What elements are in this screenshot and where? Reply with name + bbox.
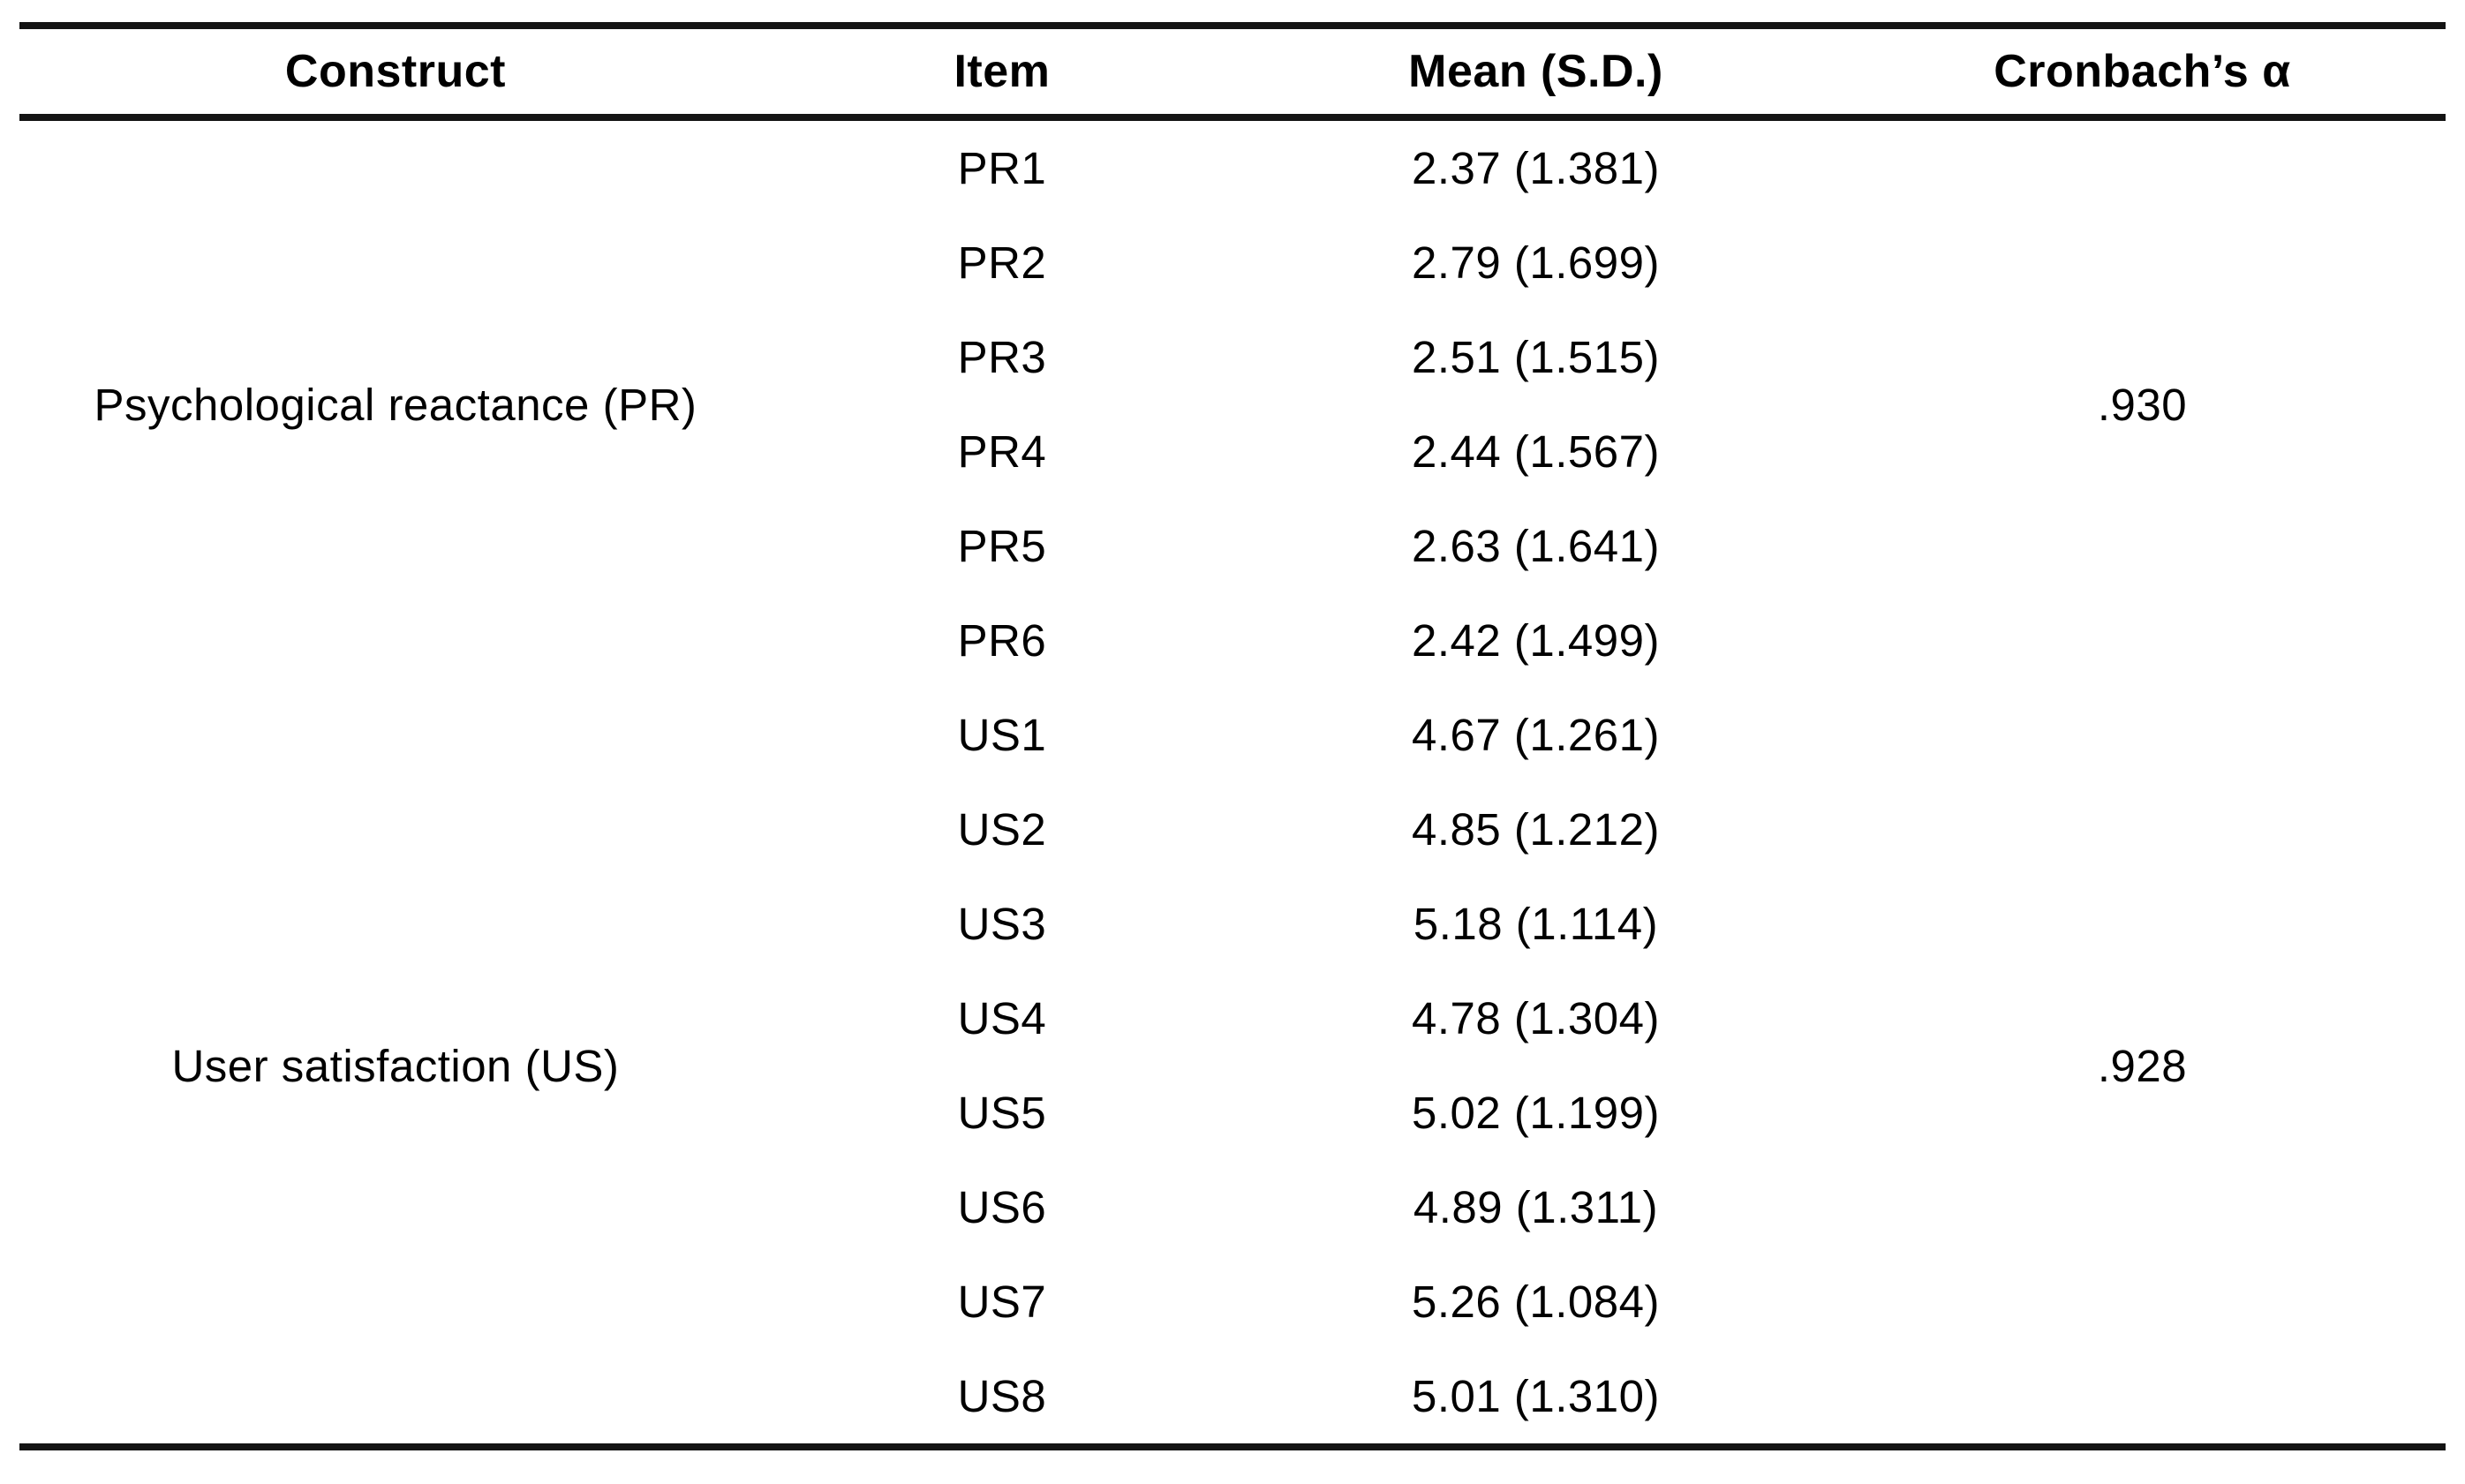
mean-sd-cell: 2.42 (1.499) — [1411, 615, 1660, 666]
cronbach-alpha-cell: .928 — [2097, 1040, 2188, 1091]
mean-sd-cell: 4.67 (1.261) — [1411, 710, 1660, 760]
table-row: PR4 2.44 (1.567) — [19, 404, 2446, 499]
table-row: User satisfaction (US) US1 4.67 (1.261) … — [19, 688, 2446, 1091]
header-row: Construct Item Mean (S.D.) Cronbach’s α — [19, 26, 2446, 121]
mean-sd-cell: 4.78 (1.304) — [1411, 993, 1660, 1043]
item-cell: US8 — [957, 1371, 1047, 1421]
item-cell: US3 — [957, 899, 1047, 949]
col-header-mean-sd: Mean (S.D.) — [1232, 26, 1839, 121]
table-row: US6 4.89 (1.311) — [19, 1160, 2446, 1254]
construct-cell: Psychological reactance (PR) — [94, 379, 697, 430]
item-cell: PR6 — [957, 615, 1047, 666]
table-row: US8 5.01 (1.310) — [19, 1349, 2446, 1447]
table-row: US2 4.85 (1.212) — [19, 782, 2446, 877]
mean-sd-cell: 2.51 (1.515) — [1411, 332, 1660, 382]
table-row: US4 4.78 (1.304) — [19, 971, 2446, 1066]
item-cell: US7 — [957, 1277, 1047, 1327]
item-cell: PR1 — [957, 143, 1047, 193]
table-row: US3 5.18 (1.114) — [19, 877, 2446, 971]
item-cell: PR3 — [957, 332, 1047, 382]
mean-sd-cell: 5.02 (1.199) — [1411, 1088, 1660, 1138]
item-cell: PR4 — [957, 426, 1047, 477]
table-row: US5 5.02 (1.199) — [19, 1066, 2446, 1160]
table-row: PR3 2.51 (1.515) — [19, 310, 2446, 404]
item-cell: US2 — [957, 804, 1047, 855]
mean-sd-cell: 5.01 (1.310) — [1411, 1371, 1660, 1421]
mean-sd-cell: 4.85 (1.212) — [1411, 804, 1660, 855]
mean-sd-cell: 2.63 (1.641) — [1411, 521, 1660, 571]
item-cell: US4 — [957, 993, 1047, 1043]
item-cell: US5 — [957, 1088, 1047, 1138]
reliability-table: Construct Item Mean (S.D.) Cronbach’s α … — [19, 22, 2446, 1450]
mean-sd-cell: 5.26 (1.084) — [1411, 1277, 1660, 1327]
table-row: PR5 2.63 (1.641) — [19, 499, 2446, 593]
item-cell: PR2 — [957, 237, 1047, 288]
table-row: Psychological reactance (PR) PR1 2.37 (1… — [19, 117, 2446, 430]
mean-sd-cell: 2.44 (1.567) — [1411, 426, 1660, 477]
table-row: PR2 2.79 (1.699) — [19, 215, 2446, 310]
mean-sd-cell: 5.18 (1.114) — [1413, 899, 1659, 949]
item-cell: US6 — [957, 1182, 1047, 1232]
mean-sd-cell: 2.37 (1.381) — [1411, 143, 1660, 193]
table-row: US7 5.26 (1.084) — [19, 1254, 2446, 1349]
construct-cell: User satisfaction (US) — [171, 1040, 620, 1091]
table-row: PR6 2.42 (1.499) — [19, 593, 2446, 688]
col-header-item: Item — [771, 26, 1232, 121]
item-cell: PR5 — [957, 521, 1047, 571]
mean-sd-cell: 4.89 (1.311) — [1413, 1182, 1659, 1232]
item-cell: US1 — [957, 710, 1047, 760]
col-header-construct: Construct — [19, 26, 772, 121]
mean-sd-cell: 2.79 (1.699) — [1411, 237, 1660, 288]
col-header-cronbach-alpha: Cronbach’s α — [1838, 26, 2446, 121]
cronbach-alpha-cell: .930 — [2097, 379, 2188, 430]
